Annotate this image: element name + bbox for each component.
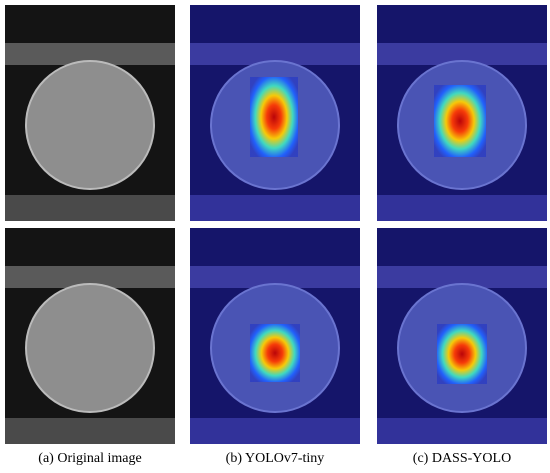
rail-band bbox=[190, 266, 360, 288]
image-panel bbox=[377, 5, 547, 221]
disc bbox=[25, 60, 155, 190]
caption: (a) Original image bbox=[38, 451, 141, 466]
disc bbox=[25, 283, 155, 413]
heatmap bbox=[434, 85, 486, 157]
rail-band bbox=[5, 43, 175, 65]
rail-band bbox=[377, 195, 547, 221]
rail-band bbox=[377, 418, 547, 444]
rail-band bbox=[5, 195, 175, 221]
rail-band bbox=[190, 43, 360, 65]
heatmap bbox=[250, 77, 298, 157]
caption: (c) DASS-YOLO bbox=[413, 451, 511, 466]
image-panel bbox=[5, 228, 175, 444]
image-panel bbox=[5, 5, 175, 221]
rail-band bbox=[5, 266, 175, 288]
rail-band bbox=[190, 418, 360, 444]
rail-band bbox=[377, 43, 547, 65]
heatmap bbox=[437, 324, 487, 384]
caption: (b) YOLOv7-tiny bbox=[226, 451, 325, 466]
rail-band bbox=[190, 195, 360, 221]
rail-band bbox=[5, 418, 175, 444]
image-panel bbox=[190, 5, 360, 221]
heatmap bbox=[250, 324, 300, 382]
image-panel bbox=[190, 228, 360, 444]
image-panel bbox=[377, 228, 547, 444]
rail-band bbox=[377, 266, 547, 288]
